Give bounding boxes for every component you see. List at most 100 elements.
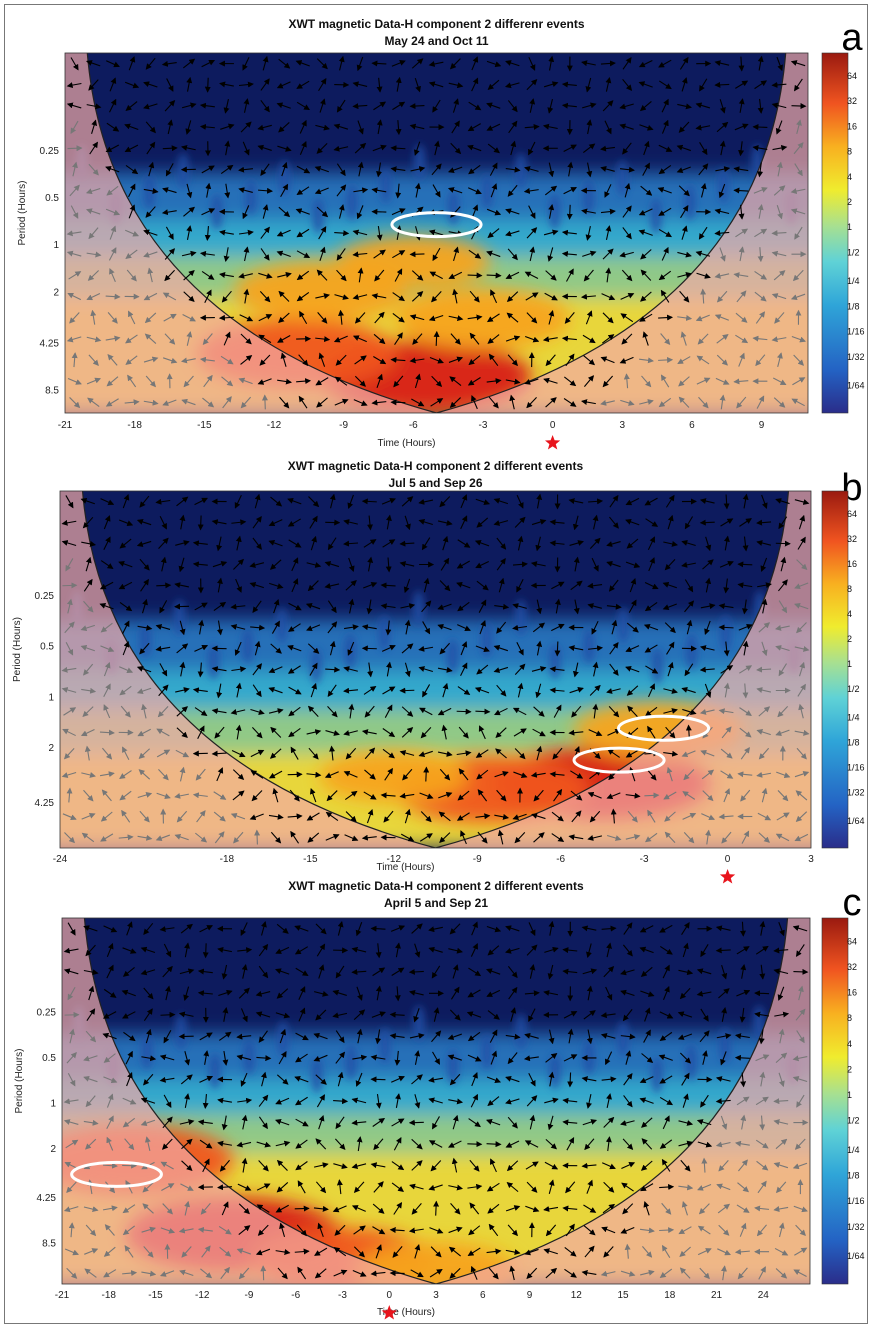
phase-arrow xyxy=(605,267,612,283)
phase-arrow xyxy=(162,145,178,152)
phase-arrow xyxy=(414,182,421,198)
y-tick-label: 2 xyxy=(48,743,54,754)
phase-arrow xyxy=(411,291,424,302)
y-tick-label: 1 xyxy=(53,240,59,251)
phase-arrow xyxy=(242,205,250,220)
phase-arrow xyxy=(238,81,254,88)
phase-arrow xyxy=(431,163,442,176)
phase-arrow xyxy=(774,312,785,324)
phase-arrow xyxy=(125,101,138,111)
phase-arrow xyxy=(373,333,386,345)
phase-arrow xyxy=(162,357,178,364)
phase-arrow xyxy=(336,99,346,113)
phase-arrow xyxy=(505,82,520,89)
phase-arrow xyxy=(507,248,518,261)
phase-arrow xyxy=(202,943,209,959)
phase-arrow xyxy=(545,397,557,408)
phase-arrow xyxy=(354,375,366,387)
phase-arrow xyxy=(566,268,574,282)
phase-arrow xyxy=(600,166,615,172)
phase-arrow xyxy=(792,377,806,386)
phase-arrow xyxy=(242,57,250,71)
chart-subtitle: Jul 5 and Sep 26 xyxy=(388,476,482,490)
phase-arrow xyxy=(335,354,347,366)
phase-arrow xyxy=(260,226,270,239)
phase-arrow xyxy=(203,374,213,388)
phase-arrow xyxy=(258,314,273,322)
phase-arrow xyxy=(659,1227,675,1234)
x-tick-label: -6 xyxy=(291,1290,300,1301)
phase-arrow xyxy=(258,187,274,194)
phase-arrow xyxy=(487,143,500,154)
phase-arrow xyxy=(125,249,138,260)
phase-arrow xyxy=(277,271,292,278)
phase-arrow xyxy=(487,79,500,90)
phase-arrow xyxy=(316,206,329,218)
phase-arrow xyxy=(143,292,158,301)
phase-arrow xyxy=(105,165,120,173)
colorbar-tick-label: 32 xyxy=(847,534,857,544)
phase-arrow xyxy=(586,162,593,178)
phase-arrow xyxy=(338,55,345,71)
phase-arrow xyxy=(181,144,196,151)
phase-arrow xyxy=(410,166,426,172)
x-tick-label: -9 xyxy=(245,1290,254,1301)
phase-arrow xyxy=(505,166,521,173)
phase-arrow xyxy=(583,269,594,282)
phase-arrow xyxy=(124,399,140,406)
phase-arrow xyxy=(199,102,215,109)
noise-streak xyxy=(346,184,359,221)
phase-arrow xyxy=(238,166,254,173)
phase-arrow xyxy=(698,396,709,409)
y-tick-label: 2 xyxy=(50,1144,56,1155)
phase-arrow xyxy=(243,288,250,304)
phase-arrow xyxy=(240,121,252,133)
phase-arrow xyxy=(205,182,212,198)
phase-arrow xyxy=(467,314,483,321)
phase-arrow xyxy=(524,335,540,343)
colorbar-tick-label: 16 xyxy=(847,988,857,998)
phase-arrow xyxy=(715,166,731,173)
phase-arrow xyxy=(318,226,327,240)
phase-arrow xyxy=(145,57,156,70)
phase-arrow xyxy=(392,292,405,302)
phase-arrow xyxy=(718,183,726,199)
phase-arrow xyxy=(259,354,271,366)
x-tick-label: -18 xyxy=(127,420,142,431)
noise-streak xyxy=(311,1057,323,1094)
colorbar-tick-label: 1/16 xyxy=(847,1196,865,1206)
power-band xyxy=(62,1033,810,1079)
phase-arrow xyxy=(563,376,577,387)
colorbar-tick-label: 8 xyxy=(847,584,852,594)
phase-arrow xyxy=(204,225,211,241)
phase-arrow xyxy=(431,375,443,387)
phase-arrow xyxy=(620,313,634,323)
phase-arrow xyxy=(395,76,402,92)
phase-arrow xyxy=(776,56,783,72)
phase-arrow xyxy=(109,267,116,283)
phase-arrow xyxy=(183,270,195,281)
phase-arrow xyxy=(660,333,671,346)
heatmap-layer xyxy=(60,491,811,848)
noise-streak xyxy=(583,1038,595,1075)
phase-arrow xyxy=(352,81,368,88)
phase-arrow xyxy=(243,246,250,262)
phase-arrow xyxy=(487,228,500,239)
phase-arrow xyxy=(561,81,577,88)
phase-arrow xyxy=(431,291,442,303)
phase-arrow xyxy=(753,187,768,194)
phase-arrow xyxy=(735,228,749,238)
phase-arrow xyxy=(738,352,745,367)
phase-arrow xyxy=(429,271,443,280)
y-tick-label: 0.5 xyxy=(40,642,54,653)
phase-arrow xyxy=(125,355,138,365)
x-axis-label: Time (Hours) xyxy=(378,438,436,449)
phase-arrow xyxy=(353,187,369,194)
phase-arrow xyxy=(468,355,481,366)
phase-arrow xyxy=(109,98,117,113)
phase-arrow xyxy=(432,99,441,113)
phase-arrow xyxy=(333,145,349,152)
phase-arrow xyxy=(319,246,326,261)
phase-arrow xyxy=(258,272,273,279)
phase-arrow xyxy=(279,396,290,409)
